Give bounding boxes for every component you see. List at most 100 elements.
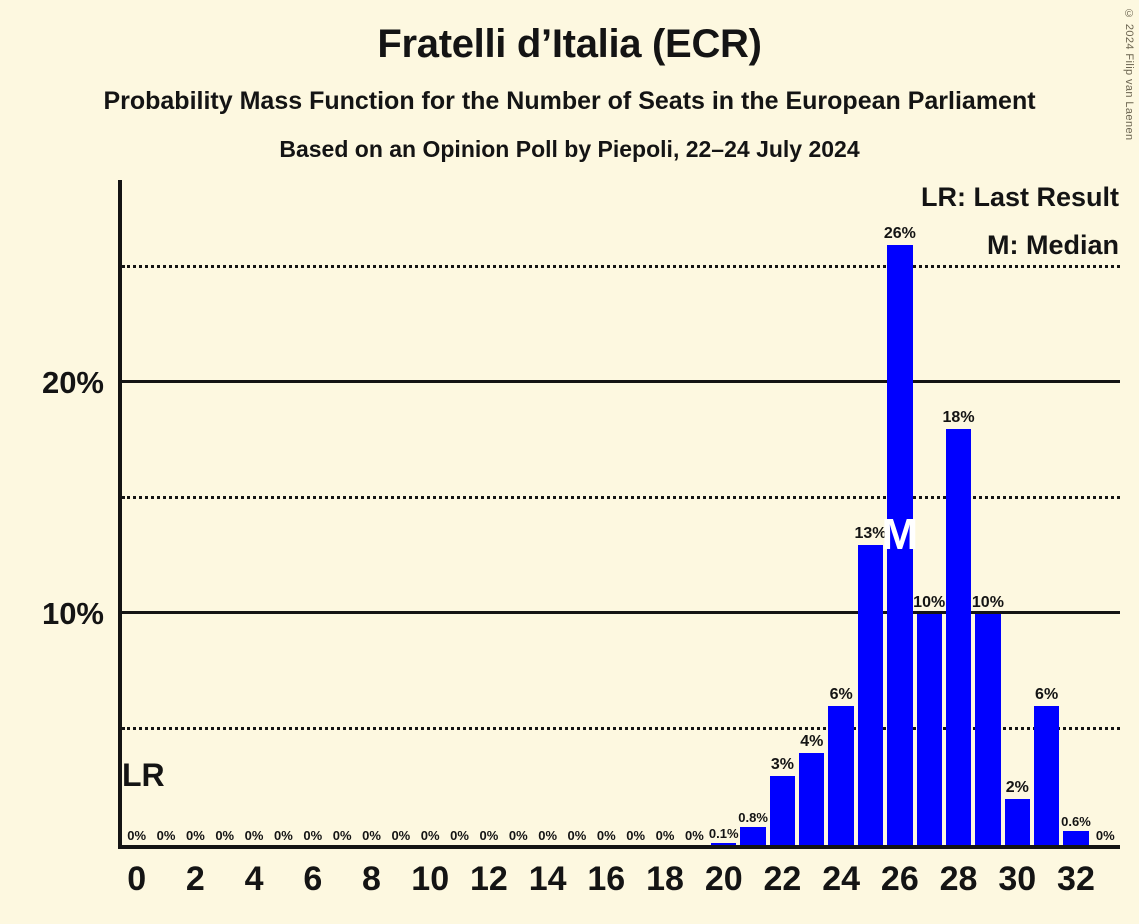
bar-value-label: 26% (883, 224, 916, 242)
bar[interactable] (945, 429, 972, 845)
bar-value-label: 0% (684, 828, 704, 843)
bar-slot: 13% (854, 180, 887, 845)
last-result-marker: LR (122, 756, 165, 793)
bar-slot: 0% (621, 180, 650, 845)
x-tick-label-32: 32 (1057, 860, 1095, 898)
gridline-5pct (122, 726, 1120, 730)
bar-slot: 0% (210, 180, 239, 845)
x-tick-label-20: 20 (704, 860, 743, 898)
bar-slot: 10% (971, 180, 1004, 845)
bar-slot: 0% (416, 180, 445, 845)
bar[interactable] (1063, 831, 1089, 845)
bar-slot: 0% (239, 180, 268, 845)
bar-value-label: 10% (913, 594, 946, 612)
bar-value-label: 0% (450, 828, 469, 843)
bar-value-label: 0% (508, 828, 528, 843)
x-tick-label-10: 10 (411, 860, 450, 898)
bar-value-label: 13% (854, 524, 887, 542)
legend-last-result: LR: Last Result (920, 182, 1119, 212)
bar[interactable] (769, 775, 796, 845)
gridline-10pct (122, 611, 1120, 615)
x-tick-label-28: 28 (939, 860, 978, 898)
bar-slot: 18% (942, 180, 975, 845)
bar-value-label: 0.6% (1061, 814, 1091, 830)
bar-slot: 3% (768, 180, 797, 845)
bar-slot: 10% (913, 180, 946, 845)
bar-value-label: 10% (971, 594, 1004, 612)
bar-value-label: 0% (567, 828, 587, 843)
bar[interactable] (799, 752, 825, 845)
bar-value-label: 0% (420, 828, 440, 843)
bar-value-label: 4% (800, 732, 824, 750)
bar[interactable] (857, 544, 884, 845)
bar[interactable] (1004, 798, 1030, 845)
bar-value-label: 0% (156, 828, 176, 843)
bar[interactable] (975, 614, 1001, 845)
bar-slot: 0.8% (738, 180, 768, 845)
bar-slot: 0% (650, 180, 679, 845)
bar-slot: 0% (181, 180, 210, 845)
bar-value-label: 0% (215, 828, 235, 843)
bar[interactable] (887, 244, 913, 845)
bar-value-label: 0% (479, 828, 499, 843)
plot-area: 0% LR 0% 0% 0% 0% 0% 0% 0% 0% 0% 0% 0% 0% 0% 0% 0% 0% 0% 0%… (118, 180, 1120, 849)
bar[interactable] (916, 614, 942, 845)
bar-slot: 0% LR (122, 180, 165, 845)
x-tick-label-22: 22 (763, 860, 802, 898)
x-tick-label-18: 18 (646, 860, 684, 898)
x-tick-label-26: 26 (880, 860, 919, 898)
bar-slot: 0% (298, 180, 327, 845)
bar-value-label: 0% (391, 828, 411, 843)
bar-value-label: 0% (362, 828, 381, 843)
bar-slot: 0% (327, 180, 356, 845)
x-tick-label-12: 12 (469, 860, 508, 898)
bar-slot: 0% (445, 180, 474, 845)
x-tick-label-4: 4 (244, 860, 264, 898)
bar-value-label: 0% (244, 828, 264, 843)
bar-series: 0% LR 0% 0% 0% 0% 0% 0% 0% 0% 0% 0% 0% 0% 0% 0% 0% 0% 0% 0%… (122, 180, 1120, 845)
chart-legend: LR: Last Result M: Median (921, 184, 1119, 259)
y-axis-tick-labels: 10% 20% (0, 180, 118, 849)
bar-slot: 0% (680, 180, 709, 845)
bar-value-label: 0% (655, 828, 675, 843)
bar-value-label: 18% (942, 409, 975, 427)
bar[interactable] (828, 706, 854, 845)
gridline-20pct (122, 380, 1120, 384)
bar-value-label: 2% (1005, 778, 1029, 796)
x-tick-label-2: 2 (185, 860, 205, 898)
bar-slot: 0% (504, 180, 533, 845)
bar-slot: 0% (592, 180, 621, 845)
bar-value-label: 0% (626, 828, 646, 843)
y-tick-label-10: 10% (41, 596, 104, 632)
x-tick-label-24: 24 (822, 860, 861, 898)
title-block: Fratelli d’Italia (ECR) Probability Mass… (0, 0, 1139, 161)
x-tick-label-8: 8 (362, 860, 381, 898)
bar-value-label: 0% (596, 828, 616, 843)
bar-slot: 6% (826, 180, 855, 845)
x-tick-label-14: 14 (528, 860, 567, 898)
y-tick-label-20: 20% (41, 365, 104, 401)
legend-median: M: Median (987, 230, 1119, 260)
bar-slot: 26% M (882, 180, 918, 845)
median-marker: M (881, 509, 919, 559)
bar-slot: 0% (1091, 180, 1120, 845)
bar-value-label: 0% (1095, 828, 1115, 843)
x-tick-label-0: 0 (127, 860, 147, 898)
bar[interactable] (740, 826, 766, 845)
chart-subtitle: Probability Mass Function for the Number… (103, 87, 1036, 115)
bar-value-label: 0.1% (708, 825, 739, 841)
bar-value-label: 6% (829, 686, 853, 704)
y-axis-line (118, 180, 122, 849)
bar-slot: 0% (474, 180, 503, 845)
bar-slot: 2% (1003, 180, 1032, 845)
bar[interactable] (711, 842, 737, 845)
bar-value-label: 6% (1035, 686, 1059, 704)
x-tick-label-16: 16 (587, 860, 626, 898)
x-axis-line (118, 845, 1120, 849)
bar-value-label: 3% (770, 755, 794, 773)
bar-value-label: 0% (274, 828, 293, 843)
bar[interactable] (1033, 706, 1060, 845)
bar-value-label: 0% (332, 828, 352, 843)
x-tick-label-30: 30 (998, 860, 1037, 898)
